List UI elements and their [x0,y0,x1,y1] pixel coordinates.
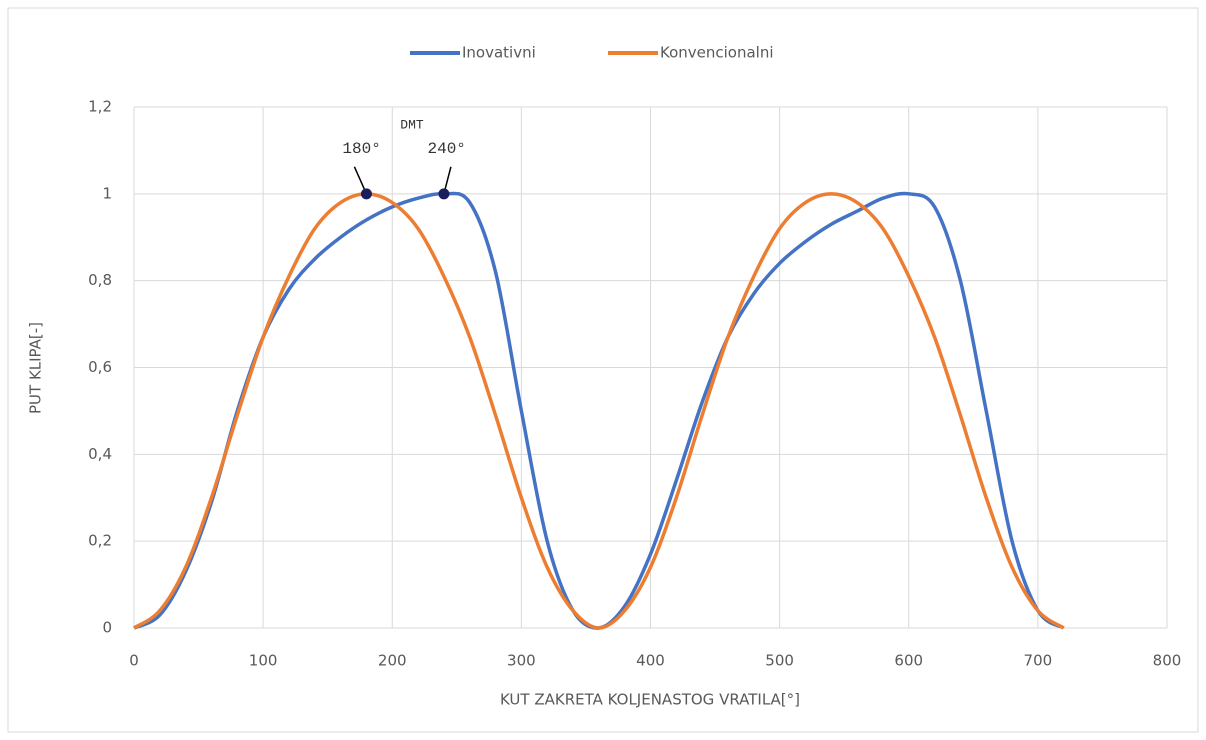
x-tick-label: 600 [894,652,923,670]
y-tick-label: 0,4 [88,445,112,463]
x-tick-label: 200 [378,652,407,670]
x-tick-label: 300 [507,652,536,670]
y-tick-label: 0,6 [88,358,112,376]
marker [438,188,450,200]
y-axis-label: PUT KLIPA[-] [27,322,45,414]
x-axis-label: KUT ZAKRETA KOLJENASTOG VRATILA[°] [500,691,800,709]
legend-label: Konvencionalni [660,44,774,62]
y-tick-label: 0 [102,619,112,637]
y-tick-label: 0,2 [88,532,112,550]
annotation: 240° [427,140,465,158]
x-tick-label: 800 [1153,652,1182,670]
y-tick-label: 1 [102,184,112,202]
marker [360,188,372,200]
annotation: DMT [400,117,424,132]
line [133,192,1065,630]
y-tick-label: 1,2 [88,98,112,116]
x-tick-label: 500 [765,652,794,670]
legend-label: Inovativni [462,44,536,62]
annotation: 180° [342,140,380,158]
chart-border [7,7,1199,733]
y-tick-label: 0,8 [88,271,112,289]
x-tick-label: 400 [636,652,665,670]
x-tick-label: 0 [129,652,139,670]
x-tick-label: 700 [1024,652,1053,670]
x-tick-label: 100 [249,652,278,670]
